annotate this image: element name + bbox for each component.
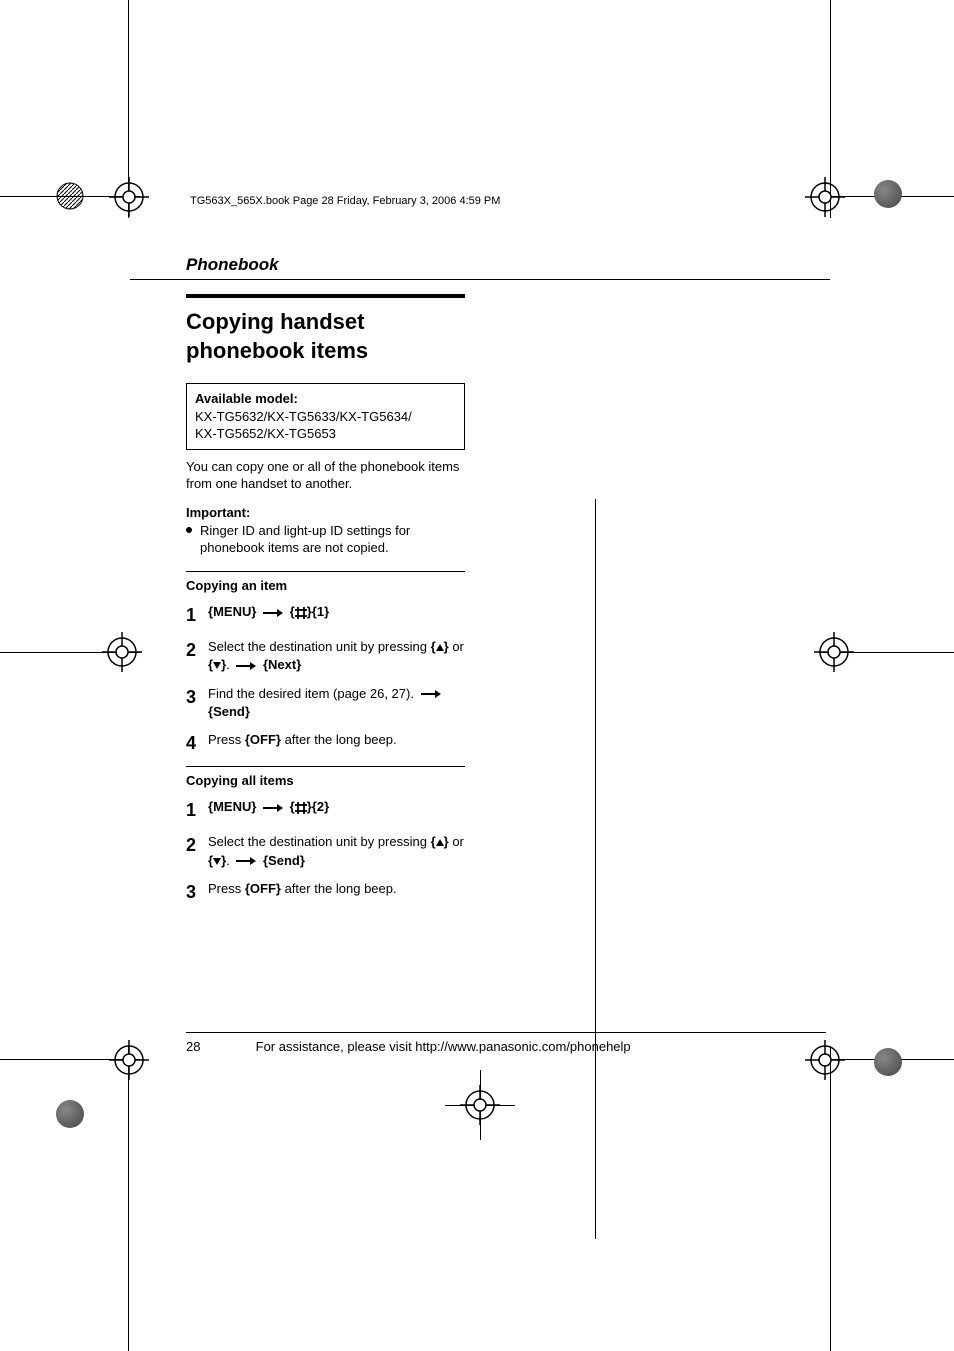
model-box: Available model: KX-TG5632/KX-TG5633/KX-…	[186, 383, 465, 450]
book-header: TG563X_565X.book Page 28 Friday, Februar…	[130, 195, 830, 207]
step-text: {MENU} {}{2}	[208, 798, 465, 816]
step-number: 2	[186, 833, 208, 858]
corner-dot	[874, 1048, 902, 1076]
step-text: Select the destination unit by pressing …	[208, 638, 465, 674]
page-content: TG563X_565X.book Page 28 Friday, Februar…	[130, 195, 830, 915]
step-number: 4	[186, 731, 208, 756]
step-4: 4 Press {OFF} after the long beep.	[186, 731, 465, 756]
step-fragment: after the long beep.	[281, 881, 397, 896]
arrow-icon	[236, 661, 256, 671]
step-text: Press {OFF} after the long beep.	[208, 880, 465, 898]
left-column: Copying handset phonebook items Availabl…	[130, 280, 465, 905]
triangle-down-icon	[213, 858, 221, 865]
page-number: 28	[186, 1039, 246, 1054]
step-number: 1	[186, 603, 208, 628]
crop-line	[128, 1046, 129, 1351]
key-label: OFF	[250, 881, 276, 896]
step-1b: 1 {MENU} {}{2}	[186, 798, 465, 823]
step-3b: 3 Press {OFF} after the long beep.	[186, 880, 465, 905]
intro-text: You can copy one or all of the phonebook…	[186, 458, 465, 493]
triangle-down-icon	[213, 662, 221, 669]
step-text: Press {OFF} after the long beep.	[208, 731, 465, 749]
step-1: 1 {MENU} {}{1}	[186, 603, 465, 628]
bullet-item: Ringer ID and light-up ID settings for p…	[186, 522, 465, 557]
registration-mark	[109, 1040, 149, 1080]
sub-heading: Copying an item	[186, 578, 465, 593]
corner-dot	[874, 180, 902, 208]
arrow-icon	[263, 803, 283, 813]
thick-rule	[186, 294, 465, 298]
hatched-circle	[56, 182, 84, 210]
key-label: Send	[213, 704, 245, 719]
sub-rule	[186, 766, 465, 767]
key-label: 2	[317, 799, 324, 814]
pound-icon	[295, 802, 307, 814]
step-fragment: Press	[208, 732, 245, 747]
step-fragment: or	[449, 834, 464, 849]
key-label: MENU	[213, 799, 251, 814]
pound-icon	[295, 607, 307, 619]
step-fragment: Select the destination unit by pressing	[208, 834, 427, 849]
key-label: Next	[268, 657, 296, 672]
key-label: Send	[268, 853, 300, 868]
model-line: KX-TG5632/KX-TG5633/KX-TG5634/	[195, 408, 456, 426]
step-number: 3	[186, 685, 208, 710]
main-heading: Copying handset phonebook items	[186, 308, 465, 365]
triangle-up-icon	[436, 644, 444, 651]
step-2: 2 Select the destination unit by pressin…	[186, 638, 465, 674]
model-line: KX-TG5652/KX-TG5653	[195, 425, 456, 443]
page-footer: 28 For assistance, please visit http://w…	[186, 1032, 826, 1351]
step-number: 1	[186, 798, 208, 823]
step-2b: 2 Select the destination unit by pressin…	[186, 833, 465, 869]
key-label: 1	[317, 604, 324, 619]
step-number: 3	[186, 880, 208, 905]
key-label: MENU	[213, 604, 251, 619]
corner-dot	[56, 1100, 84, 1128]
step-fragment: Find the desired item (page 26, 27).	[208, 686, 418, 701]
key-label: OFF	[250, 732, 276, 747]
step-fragment: Press	[208, 881, 245, 896]
sub-rule	[186, 571, 465, 572]
step-3: 3 Find the desired item (page 26, 27). {…	[186, 685, 465, 721]
model-label: Available model:	[195, 390, 456, 408]
step-text: Select the destination unit by pressing …	[208, 833, 465, 869]
important-label: Important:	[186, 505, 465, 520]
step-fragment: or	[449, 639, 464, 654]
step-number: 2	[186, 638, 208, 663]
step-fragment: Select the destination unit by pressing	[208, 639, 427, 654]
sub-heading: Copying all items	[186, 773, 465, 788]
arrow-icon	[263, 608, 283, 618]
step-text: {MENU} {}{1}	[208, 603, 465, 621]
arrow-icon	[236, 856, 256, 866]
triangle-up-icon	[436, 839, 444, 846]
step-text: Find the desired item (page 26, 27). {Se…	[208, 685, 465, 721]
footer-text: For assistance, please visit http://www.…	[250, 1039, 631, 1054]
section-title: Phonebook	[130, 255, 830, 280]
crop-line	[830, 1046, 831, 1351]
step-fragment: after the long beep.	[281, 732, 397, 747]
arrow-icon	[421, 689, 441, 699]
